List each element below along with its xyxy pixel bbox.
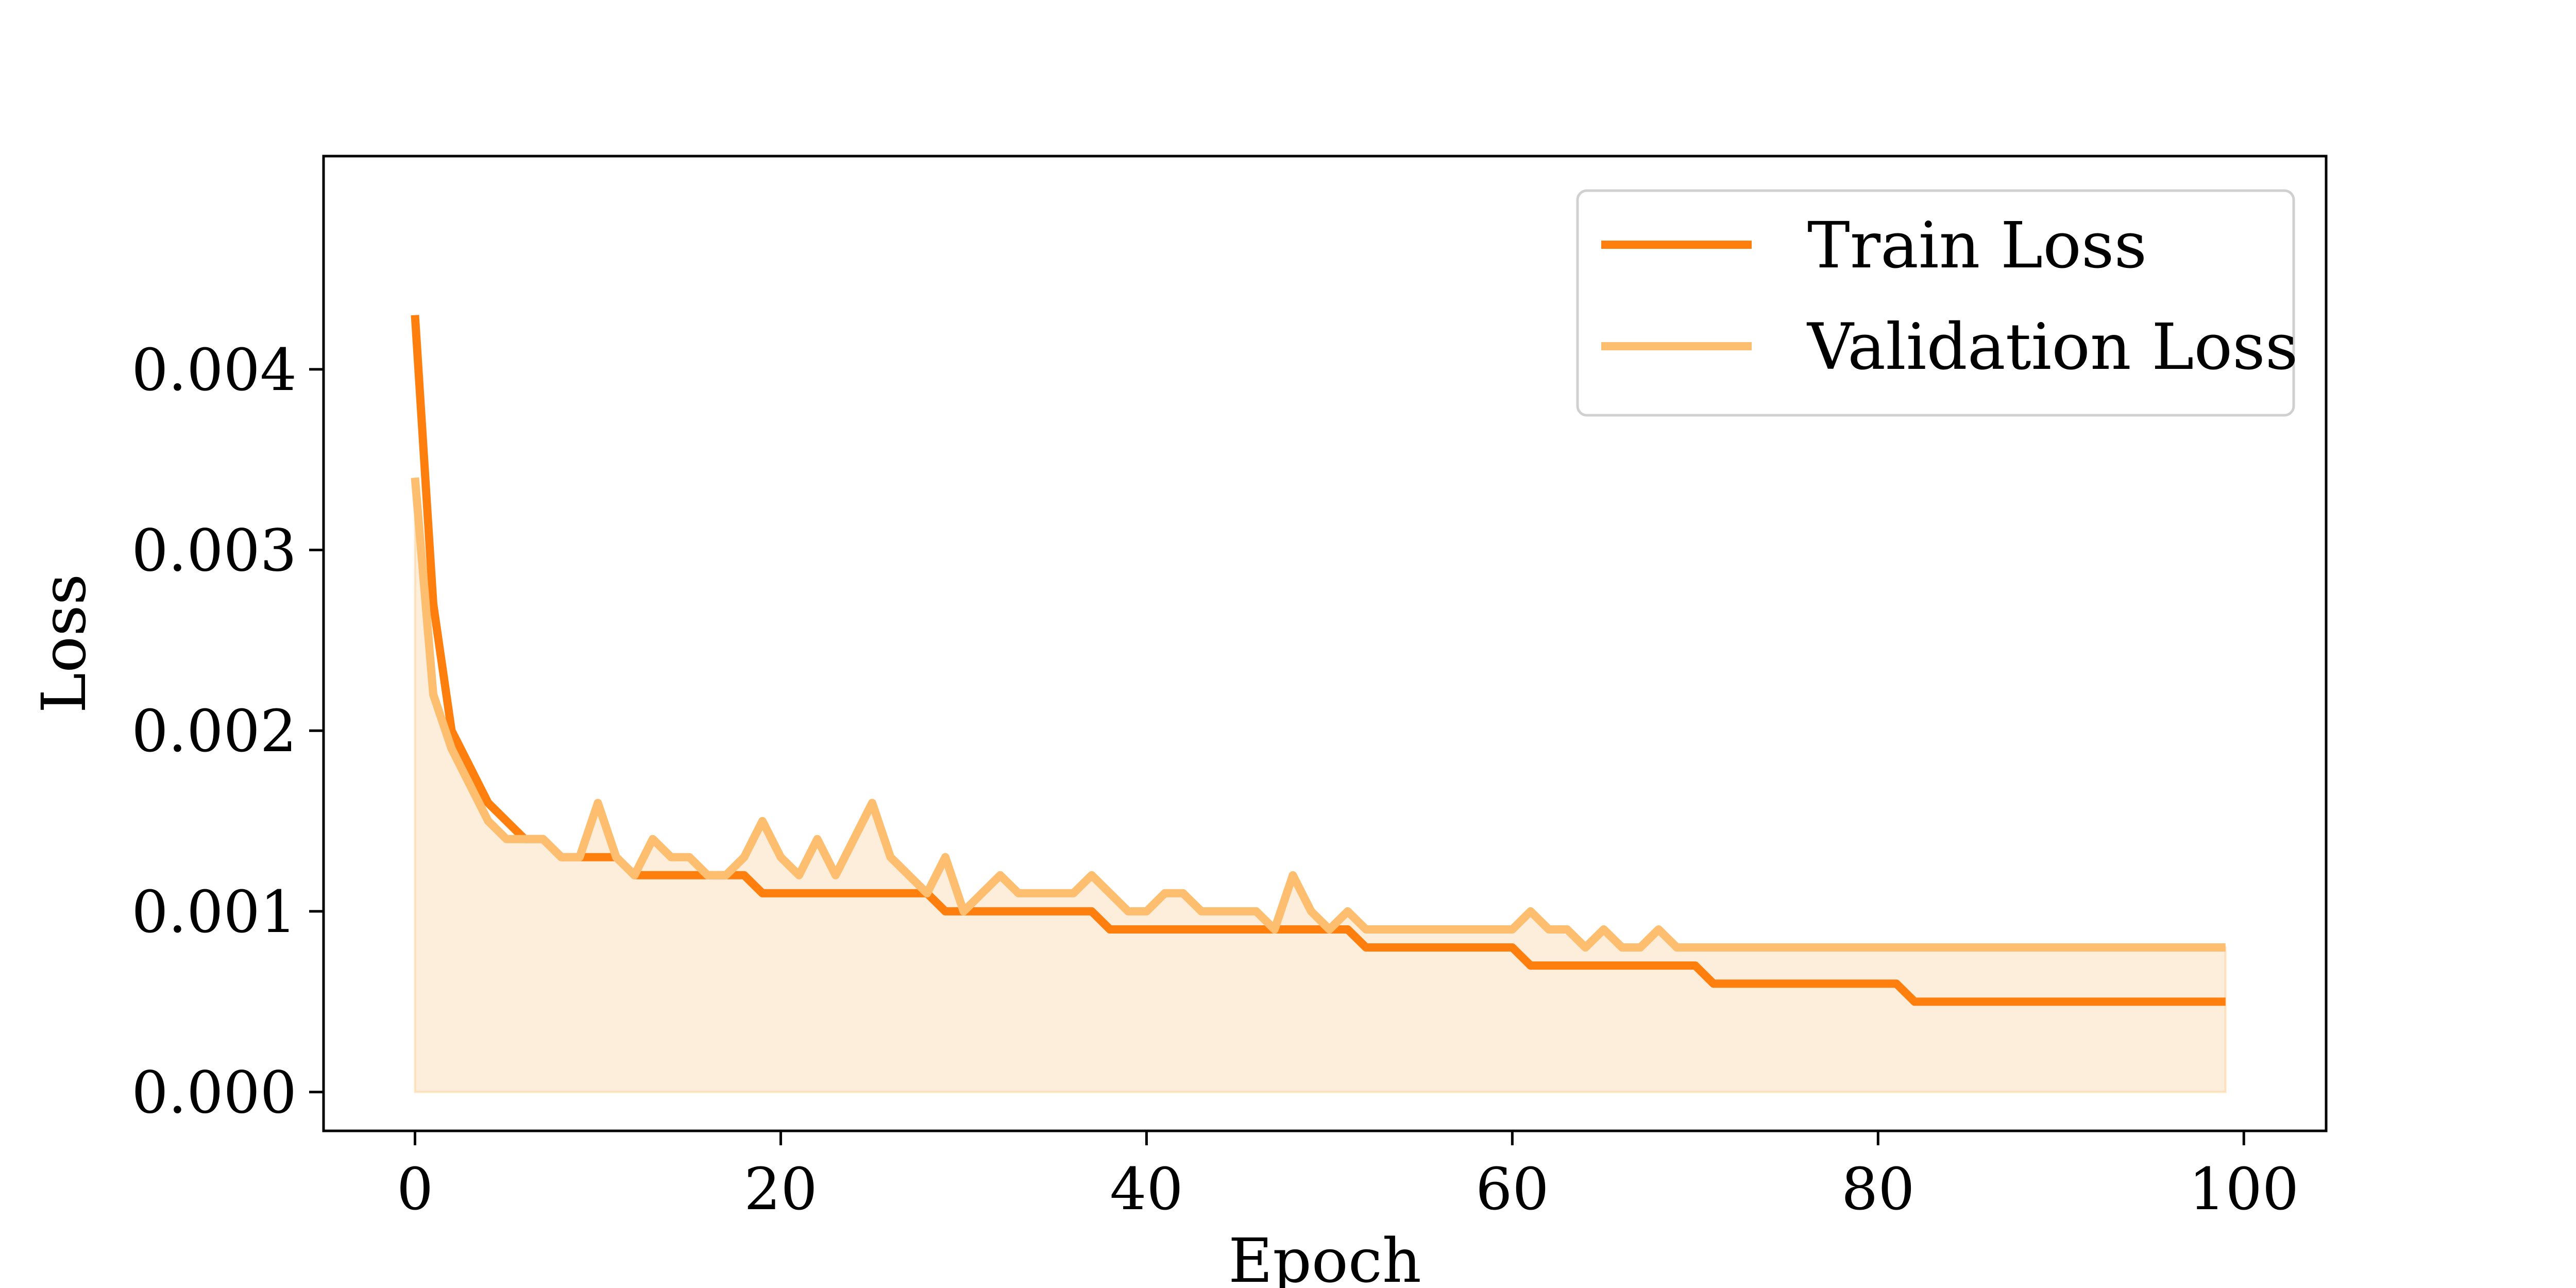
y-axis: 0.000 0.001 0.002 0.003 0.004: [131, 337, 324, 1127]
legend: Train Loss Validation Loss: [1576, 189, 2298, 417]
x-axis: 0 20 40 60 80 100: [397, 1131, 2299, 1223]
legend-label-train-loss: Train Loss: [1807, 209, 2147, 283]
y-tick-label: 0.001: [131, 879, 297, 946]
y-tick-label: 0.000: [131, 1060, 297, 1127]
legend-box: [1576, 189, 2295, 417]
x-axis-title: Epoch: [1228, 1225, 1421, 1288]
x-tick-label: 0: [397, 1156, 433, 1223]
legend-label-validation-loss: Validation Loss: [1806, 310, 2298, 384]
x-tick-label: 40: [1110, 1156, 1183, 1223]
y-axis-title: Loss: [28, 574, 99, 714]
y-tick-label: 0.004: [131, 337, 297, 404]
x-tick-label: 80: [1841, 1156, 1915, 1223]
plot-frame: [322, 155, 2328, 1132]
y-tick-label: 0.002: [131, 698, 297, 765]
x-tick-label: 20: [744, 1156, 818, 1223]
x-tick-label: 100: [2189, 1156, 2299, 1223]
plot-area: [411, 315, 2227, 1093]
validation-loss-line: [411, 477, 2226, 952]
y-tick-label: 0.003: [131, 518, 297, 585]
x-tick-label: 60: [1476, 1156, 1549, 1223]
